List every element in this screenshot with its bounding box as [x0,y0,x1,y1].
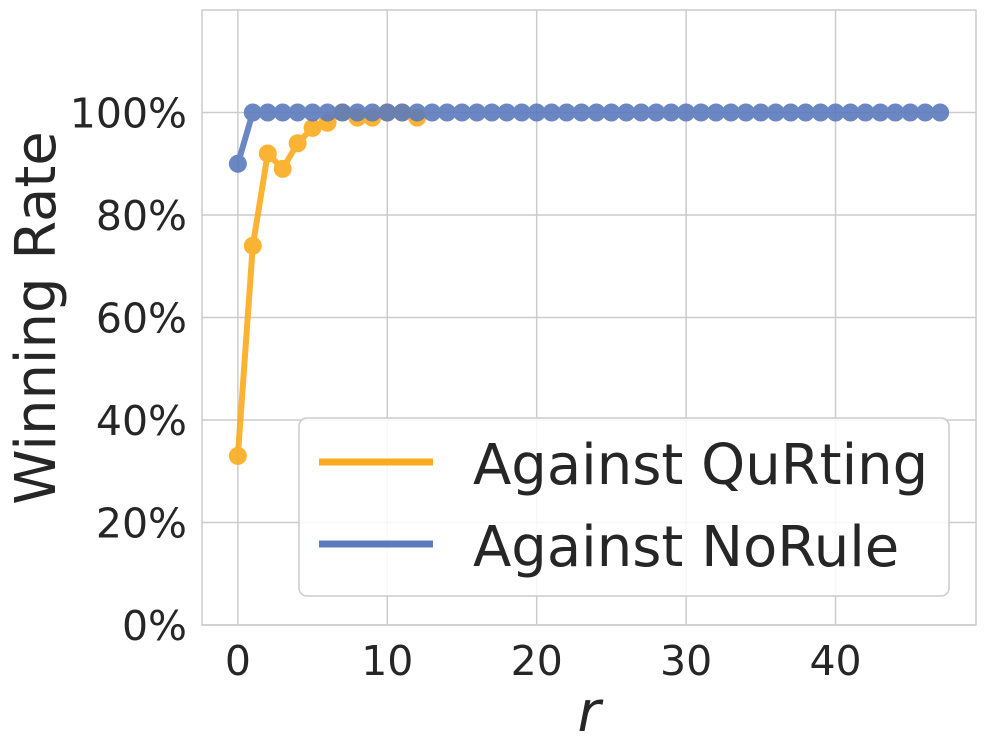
data-point-against-norule [482,103,501,122]
y-tick-label: 0% [122,602,187,650]
plot-frame [201,9,977,626]
data-point-against-norule [423,103,442,122]
data-point-against-norule [931,103,950,122]
data-point-against-norule [408,103,427,122]
x-tick-label: 40 [809,637,861,685]
data-point-against-norule [796,103,815,122]
y-tick-label: 40% [96,397,187,445]
data-point-against-norule [378,103,397,122]
data-point-against-norule [602,103,621,122]
series-layer [228,103,950,465]
series-against-norule [228,103,950,173]
data-point-against-norule [826,103,845,122]
data-point-against-norule [572,103,591,122]
legend-label-against-qurting: Against QuRting [473,433,928,498]
data-point-against-norule [303,103,322,122]
data-point-against-norule [707,103,726,122]
data-point-against-norule [542,103,561,122]
data-point-against-norule [393,103,412,122]
data-point-against-norule [348,103,367,122]
data-point-against-norule [288,103,307,122]
legend-label-against-norule: Against NoRule [473,515,899,580]
data-point-against-norule [452,103,471,122]
data-point-against-norule [916,103,935,122]
y-tick-label: 80% [96,192,187,240]
data-point-against-norule [228,154,247,173]
data-point-against-norule [497,103,516,122]
data-point-against-norule [587,103,606,122]
data-point-against-norule [557,103,576,122]
data-point-against-norule [617,103,636,122]
y-tick-label: 60% [96,295,187,343]
data-point-against-norule [243,103,262,122]
data-point-against-norule [467,103,486,122]
data-point-against-norule [736,103,755,122]
data-point-against-norule [811,103,830,122]
y-axis-label: Winning Rate [4,131,69,505]
data-point-against-norule [721,103,740,122]
data-point-against-norule [438,103,457,122]
data-point-against-norule [527,103,546,122]
y-tick-label: 20% [96,500,187,548]
data-point-against-norule [258,103,277,122]
x-tick-label: 0 [225,637,251,685]
data-point-against-qurting [258,144,277,163]
legend-box [298,417,950,597]
data-point-against-norule [662,103,681,122]
data-point-against-norule [333,103,352,122]
data-point-against-qurting [243,236,262,255]
data-point-against-qurting [228,446,247,465]
data-point-against-norule [781,103,800,122]
x-axis-label: r [577,680,603,745]
data-point-against-norule [632,103,651,122]
data-point-against-norule [766,103,785,122]
x-tick-label: 10 [361,637,413,685]
data-point-against-norule [692,103,711,122]
data-point-against-norule [841,103,860,122]
data-point-against-norule [512,103,531,122]
data-point-against-norule [856,103,875,122]
data-point-against-norule [901,103,920,122]
x-tick-label: 30 [660,637,712,685]
tick-labels: 0 10 20 30 40 0% 20% 40% 60% 80% 100% [70,90,862,686]
legend: Against QuRting Against NoRule [298,417,950,597]
data-point-against-qurting [288,134,307,153]
data-point-against-norule [273,103,292,122]
data-point-against-norule [871,103,890,122]
data-point-against-norule [363,103,382,122]
data-point-against-norule [318,103,337,122]
data-point-against-norule [647,103,666,122]
y-tick-label: 100% [70,90,187,138]
data-point-against-norule [677,103,696,122]
data-point-against-qurting [303,118,322,137]
data-point-against-qurting [273,159,292,178]
data-point-against-norule [751,103,770,122]
data-point-against-norule [886,103,905,122]
x-tick-label: 20 [511,637,563,685]
